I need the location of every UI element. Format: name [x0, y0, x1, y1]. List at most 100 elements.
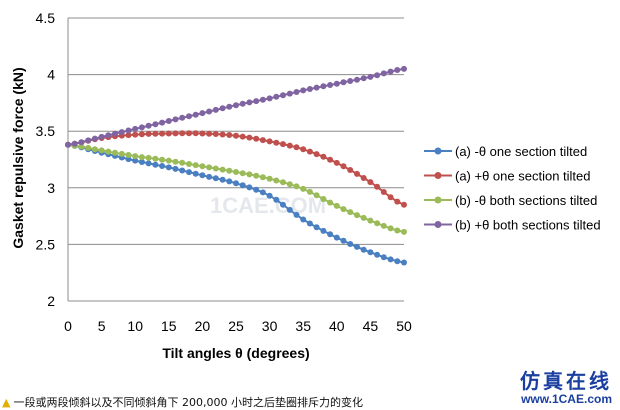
data-point: [186, 130, 192, 137]
legend-swatch-marker: [434, 147, 442, 155]
y-tick-label: 4.5: [36, 10, 56, 26]
data-point: [206, 173, 213, 180]
data-point: [374, 220, 381, 227]
data-point: [138, 159, 145, 165]
x-tick-label: 50: [396, 318, 412, 334]
data-point: [306, 86, 313, 92]
data-point: [367, 73, 374, 80]
brand-name: 仿真在线: [520, 369, 612, 393]
y-tick-label: 4: [47, 67, 55, 83]
x-tick-label: 45: [363, 318, 379, 334]
x-tick-label: 35: [295, 318, 311, 334]
data-point: [333, 234, 340, 241]
data-point: [347, 78, 354, 84]
data-point: [206, 130, 213, 137]
data-point: [380, 70, 387, 77]
data-point: [179, 130, 186, 137]
data-point: [118, 150, 125, 157]
data-point: [280, 141, 286, 148]
data-point: [192, 162, 199, 169]
data-point: [367, 217, 374, 224]
data-point: [340, 163, 347, 170]
data-point: [145, 122, 152, 129]
data-point: [327, 231, 334, 238]
data-point: [85, 137, 92, 144]
data-point: [286, 206, 293, 213]
data-point: [165, 118, 172, 124]
data-point: [374, 72, 381, 79]
data-point: [313, 224, 320, 231]
data-point: [125, 156, 132, 163]
data-point: [354, 212, 360, 219]
data-point: [306, 220, 313, 227]
legend-item: (a) +θ one section tilted: [424, 169, 591, 184]
x-tick-label: 40: [329, 318, 345, 334]
data-point: [212, 175, 219, 182]
data-point: [253, 135, 260, 142]
y-tick-labels: 2 2.5 3 3.5 4 4.5: [36, 10, 56, 309]
data-point: [259, 96, 266, 103]
data-point: [159, 156, 166, 163]
legend-swatch-marker: [434, 196, 442, 204]
data-point: [112, 149, 118, 156]
data-point: [138, 124, 145, 131]
data-point: [159, 163, 166, 169]
data-point: [179, 167, 186, 174]
legend-item: (b) -θ both sections tilted: [424, 193, 597, 208]
data-point: [266, 175, 273, 182]
data-point: [219, 131, 226, 138]
data-point: [91, 146, 98, 153]
data-point: [320, 196, 327, 202]
data-point: [266, 138, 273, 145]
series-3: [65, 141, 407, 235]
data-point: [340, 79, 347, 86]
data-point: [159, 130, 166, 137]
data-point: [280, 201, 286, 208]
data-point: [327, 156, 334, 163]
data-point: [138, 154, 145, 161]
x-tick-label: 5: [98, 318, 106, 334]
data-point: [246, 99, 253, 106]
legend-label: (b) +θ both sections tilted: [455, 218, 601, 233]
data-point: [192, 130, 199, 137]
data-point: [374, 251, 381, 258]
legend-item: (a) -θ one section tilted: [424, 144, 587, 159]
data-point: [125, 127, 132, 134]
data-point: [380, 189, 387, 195]
data-point: [394, 198, 401, 205]
data-point: [105, 148, 112, 155]
data-point: [266, 192, 273, 199]
data-point: [280, 92, 286, 99]
data-point: [152, 121, 159, 128]
data-point: [179, 114, 186, 121]
data-point: [380, 222, 387, 229]
data-point: [152, 155, 159, 162]
x-tick-label: 0: [64, 318, 72, 334]
data-point: [347, 241, 354, 247]
brand-url: www.1CAE.com: [521, 392, 612, 406]
data-point: [172, 130, 179, 137]
data-point: [387, 256, 394, 263]
data-point: [85, 144, 92, 151]
data-point: [286, 142, 293, 149]
x-tick-label: 10: [127, 318, 143, 334]
data-point: [394, 67, 401, 73]
data-point: [226, 167, 233, 174]
data-point: [138, 131, 145, 138]
data-point: [186, 113, 192, 120]
data-point: [212, 131, 219, 137]
data-point: [212, 165, 219, 172]
x-tick-label: 20: [195, 318, 211, 334]
data-point: [273, 196, 280, 203]
data-point: [239, 133, 246, 140]
data-point: [239, 182, 246, 189]
data-point: [360, 75, 367, 82]
data-point: [401, 65, 407, 72]
data-point: [280, 179, 286, 186]
legend-label: (b) -θ both sections tilted: [455, 193, 597, 208]
data-point: [320, 227, 327, 234]
data-point: [394, 227, 401, 234]
x-tick-label: 15: [161, 318, 177, 334]
data-point: [71, 140, 78, 147]
